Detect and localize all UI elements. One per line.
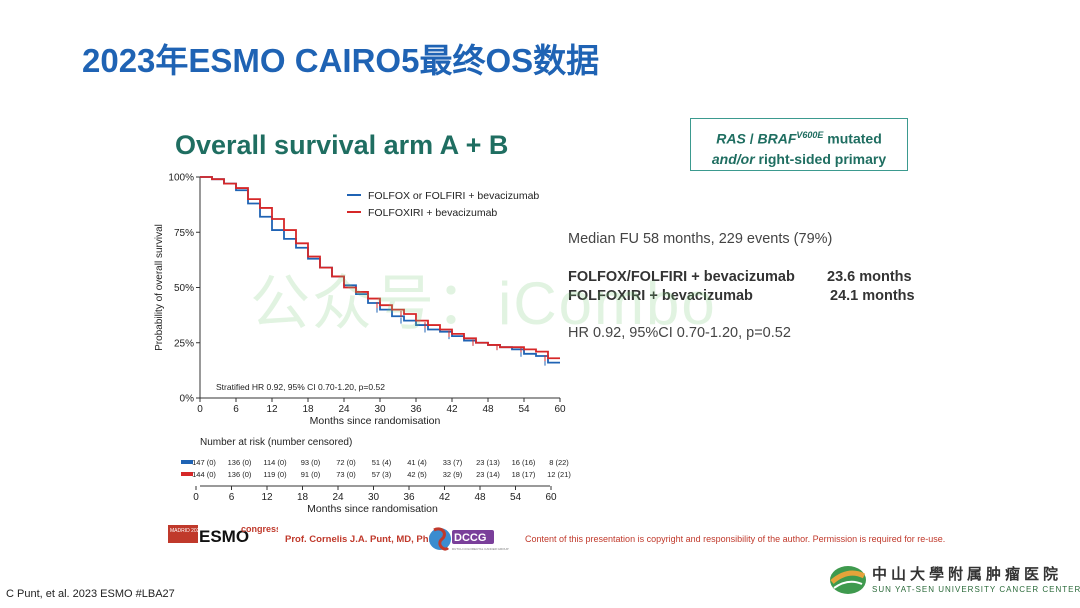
x-axis-label: Months since randomisation (310, 415, 441, 427)
esmo-congress-logo: MADRID 2023 ESMO congress (168, 524, 278, 545)
risk-value: 136 (0) (228, 470, 252, 479)
risk-tick-label: 6 (229, 492, 235, 503)
x-tick-label: 42 (446, 404, 458, 415)
y-tick-label: 75% (174, 228, 194, 239)
risk-value: 23 (13) (476, 458, 500, 467)
x-tick-label: 12 (266, 404, 278, 415)
mutated-text: mutated (823, 130, 882, 147)
chart-annotation: Stratified HR 0.92, 95% CI 0.70-1.20, p=… (216, 382, 385, 392)
citation: C Punt, et al. 2023 ESMO #LBA27 (6, 588, 175, 600)
x-tick-label: 18 (302, 404, 314, 415)
x-tick-label: 0 (197, 404, 203, 415)
andor-text: and/or (711, 150, 755, 167)
y-tick-label: 50% (174, 283, 194, 294)
ras-text: RAS (716, 130, 746, 147)
dccg-subtext: DUTCH COLORECTAL CANCER GROUP (452, 547, 509, 551)
risk-row-swatch-1 (181, 460, 193, 464)
risk-tick-label: 0 (193, 492, 199, 503)
arm2-median: 24.1 months (830, 288, 915, 304)
risk-axis-label: Months since randomisation (307, 503, 438, 515)
risk-value: 8 (22) (549, 458, 569, 467)
risk-tick-label: 30 (368, 492, 380, 503)
median-fu: Median FU 58 months, 229 events (79%) (568, 231, 833, 247)
hr-text: HR 0.92, 95%CI 0.70-1.20, p=0.52 (568, 325, 791, 341)
risk-tick-label: 42 (439, 492, 451, 503)
risk-value: 51 (4) (372, 458, 392, 467)
y-axis-label: Probability of overall survival (154, 224, 165, 351)
risk-tick-label: 18 (297, 492, 309, 503)
risk-value: 91 (0) (301, 470, 321, 479)
risk-value: 73 (0) (336, 470, 356, 479)
risk-value: 119 (0) (263, 470, 287, 479)
legend-label-2: FOLFOXIRI + bevacizumab (368, 207, 497, 219)
risk-tick-label: 12 (261, 492, 273, 503)
y-tick-label: 25% (174, 338, 194, 349)
risk-tick-label: 36 (403, 492, 415, 503)
braf-variant: V600E (796, 130, 824, 140)
legend-label-1: FOLFOX or FOLFIRI + bevacizumab (368, 190, 539, 202)
risk-row-swatch-2 (181, 472, 193, 476)
arm1-median: 23.6 months (827, 269, 912, 285)
risk-value: 33 (7) (443, 458, 463, 467)
hospital-name-en: SUN YAT-SEN UNIVERSITY CANCER CENTER (872, 585, 1080, 594)
watermark: 公众号：iCombo (250, 270, 717, 337)
separator-text: / (745, 130, 758, 147)
y-tick-label: 0% (180, 394, 195, 405)
mutation-box: RAS / BRAFV600E mutated and/or right-sid… (690, 118, 908, 171)
risk-table-title: Number at risk (number censored) (200, 437, 352, 448)
arm1-label: FOLFOX/FOLFIRI + bevacizumab (568, 269, 795, 285)
presenter: Prof. Cornelis J.A. Punt, MD, PhD (285, 534, 436, 545)
right-sided-text: right-sided primary (754, 150, 887, 167)
x-tick-label: 30 (374, 404, 386, 415)
risk-value: 41 (4) (407, 458, 427, 467)
risk-value: 144 (0) (192, 470, 216, 479)
copyright-notice: Content of this presentation is copyrigh… (525, 534, 946, 544)
esmo-year: MADRID 2023 (170, 528, 202, 534)
x-tick-label: 24 (338, 404, 350, 415)
risk-value: 16 (16) (512, 458, 536, 467)
risk-value: 42 (5) (407, 470, 427, 479)
risk-tick-label: 48 (474, 492, 486, 503)
arm2-label: FOLFOXIRI + bevacizumab (568, 288, 753, 304)
risk-value: 18 (17) (512, 470, 536, 479)
risk-value: 147 (0) (192, 458, 216, 467)
y-tick-label: 100% (168, 173, 194, 184)
mutation-line-1: RAS / BRAFV600E mutated (691, 125, 907, 149)
x-tick-label: 54 (518, 404, 530, 415)
km-curve-series-2 (200, 176, 560, 360)
dccg-logo: DCCG DUTCH COLORECTAL CANCER GROUP (429, 527, 509, 551)
risk-value: 136 (0) (228, 458, 252, 467)
mutation-line-2: and/or right-sided primary (691, 149, 907, 169)
risk-value: 114 (0) (263, 458, 287, 467)
risk-value: 12 (21) (547, 470, 571, 479)
x-tick-label: 48 (482, 404, 494, 415)
risk-tick-label: 60 (545, 492, 557, 503)
risk-value: 23 (14) (476, 470, 500, 479)
chart-title: Overall survival arm A + B (175, 130, 509, 160)
esmo-congress-word: congress (241, 524, 278, 534)
x-tick-label: 36 (410, 404, 422, 415)
risk-value: 72 (0) (336, 458, 356, 467)
slide-title: 2023年ESMO CAIRO5最终OS数据 (82, 42, 600, 79)
hospital-name-cn: 中山大學附属肿瘤医院 (872, 565, 1063, 583)
risk-tick-label: 54 (510, 492, 522, 503)
risk-value: 93 (0) (301, 458, 321, 467)
x-tick-label: 6 (233, 404, 239, 415)
x-tick-label: 60 (554, 404, 566, 415)
dccg-text: DCCG (454, 532, 486, 544)
risk-value: 57 (3) (372, 470, 392, 479)
risk-value: 32 (9) (443, 470, 463, 479)
braf-text: BRAF (757, 130, 797, 147)
esmo-word: ESMO (199, 527, 249, 545)
risk-tick-label: 24 (332, 492, 344, 503)
sysucc-logo (830, 566, 866, 594)
